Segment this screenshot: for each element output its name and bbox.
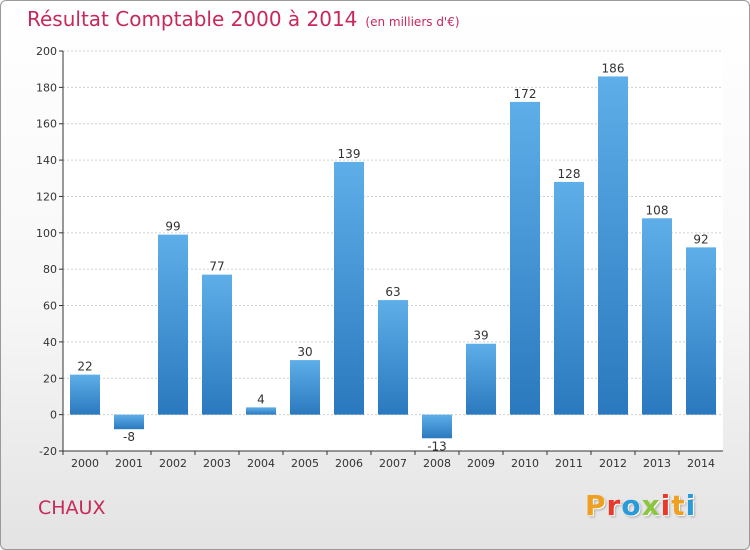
bar-2011 [554,181,584,415]
x-tick-label-2010: 2010 [511,457,539,470]
x-tick-label-2004: 2004 [247,457,275,470]
y-tick-label: 180 [36,81,57,94]
value-label-2004: 4 [257,392,265,406]
bar-2012 [598,76,628,415]
x-tick-label-2006: 2006 [335,457,363,470]
x-tick-label-2011: 2011 [555,457,583,470]
value-label-2006: 139 [338,147,361,161]
value-label-2003: 77 [209,260,224,274]
y-tick-label: 100 [36,227,57,240]
x-tick-label-2014: 2014 [687,457,715,470]
bar-2005 [290,360,320,415]
x-tick-label-2002: 2002 [159,457,187,470]
x-tick-label-2009: 2009 [467,457,495,470]
bar-2004 [246,407,276,415]
value-label-2011: 128 [558,167,581,181]
x-tick-label-2007: 2007 [379,457,407,470]
value-label-2010: 172 [514,87,537,101]
value-label-2013: 108 [646,203,669,217]
chart-subtitle: (en milliers d'€) [365,15,460,29]
logo-letter: i [660,489,672,522]
proxiti-logo: Proxiti [585,489,696,522]
y-tick-label: 140 [36,154,57,167]
y-tick-label: 0 [50,409,57,422]
bar-2010 [510,101,540,415]
x-tick-label-2000: 2000 [71,457,99,470]
bar-2006 [334,161,364,415]
x-tick-label-2001: 2001 [115,457,143,470]
bar-2013 [642,218,672,415]
logo-letter: r [606,489,622,522]
logo-letter: t [671,489,686,522]
bar-2009 [466,343,496,415]
value-label-2000: 22 [77,360,92,374]
chart-title: Résultat Comptable 2000 à 2014 (en millie… [27,7,460,31]
bar-2001 [114,414,144,430]
value-label-2009: 39 [473,329,488,343]
value-label-2008: -13 [427,439,447,453]
value-label-2012: 186 [602,61,625,75]
bar-2007 [378,300,408,415]
logo-letter: o [621,489,642,522]
value-label-2014: 92 [693,232,708,246]
x-tick-label-2005: 2005 [291,457,319,470]
y-tick-label: 120 [36,190,57,203]
y-tick-label: 200 [36,45,57,58]
value-label-2007: 63 [385,285,400,299]
y-tick-label: 80 [43,263,57,276]
bar-2000 [70,374,100,415]
logo-letter: P [585,489,607,522]
x-tick-label-2012: 2012 [599,457,627,470]
bar-2002 [158,234,188,415]
logo-letter: i [685,489,697,522]
y-tick-label: 60 [43,300,57,313]
logo-letter: x [641,489,661,522]
x-tick-label-2008: 2008 [423,457,451,470]
value-label-2005: 30 [297,345,312,359]
bar-2003 [202,274,232,415]
x-tick-label-2013: 2013 [643,457,671,470]
y-tick-label: 40 [43,336,57,349]
bar-2014 [686,247,716,415]
chart-title-main: Résultat Comptable 2000 à 2014 [27,7,358,31]
y-tick-label: 20 [43,372,57,385]
y-tick-label: 160 [36,118,57,131]
commune-name: CHAUX [38,497,106,519]
bar-2008 [422,414,452,439]
value-label-2001: -8 [123,430,135,444]
y-tick-label: -20 [39,445,57,458]
value-label-2002: 99 [165,220,180,234]
x-tick-label-2003: 2003 [203,457,231,470]
